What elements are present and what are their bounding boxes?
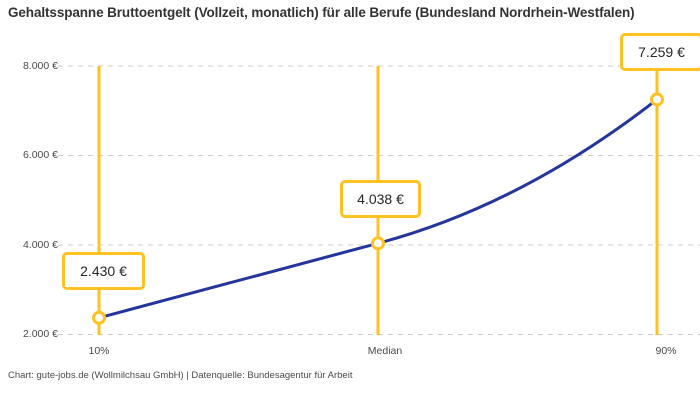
data-label-90-percent[interactable]: 7.259 €: [620, 33, 700, 71]
chart-title: Gehaltsspanne Bruttoentgelt (Vollzeit, m…: [8, 5, 635, 20]
data-label-10-percent[interactable]: 2.430 €: [62, 252, 145, 290]
x-tick-label-10-percent: 10%: [88, 345, 110, 357]
x-tick-label-90-percent: 90%: [655, 345, 677, 357]
y-axis-labels: 8.000 € 6.000 € 4.000 € 2.000 €: [0, 0, 58, 400]
x-tick-label-median: Median: [367, 345, 403, 357]
data-point-marker-90-percent[interactable]: [650, 92, 664, 107]
data-label-median[interactable]: 4.038 €: [340, 180, 421, 218]
y-tick-label-4000: 4.000 €: [22, 239, 58, 251]
y-tick-label-2000: 2.000 €: [22, 328, 58, 340]
y-tick-label-8000: 8.000 €: [22, 60, 58, 72]
y-tick-label-6000: 6.000 €: [22, 149, 58, 161]
data-point-markers: [92, 92, 664, 325]
data-point-marker-median[interactable]: [371, 236, 385, 251]
chart-source-footer: Chart: gute-jobs.de (Wollmilchsau GmbH) …: [8, 370, 353, 381]
data-point-marker-10-percent[interactable]: [92, 310, 106, 325]
